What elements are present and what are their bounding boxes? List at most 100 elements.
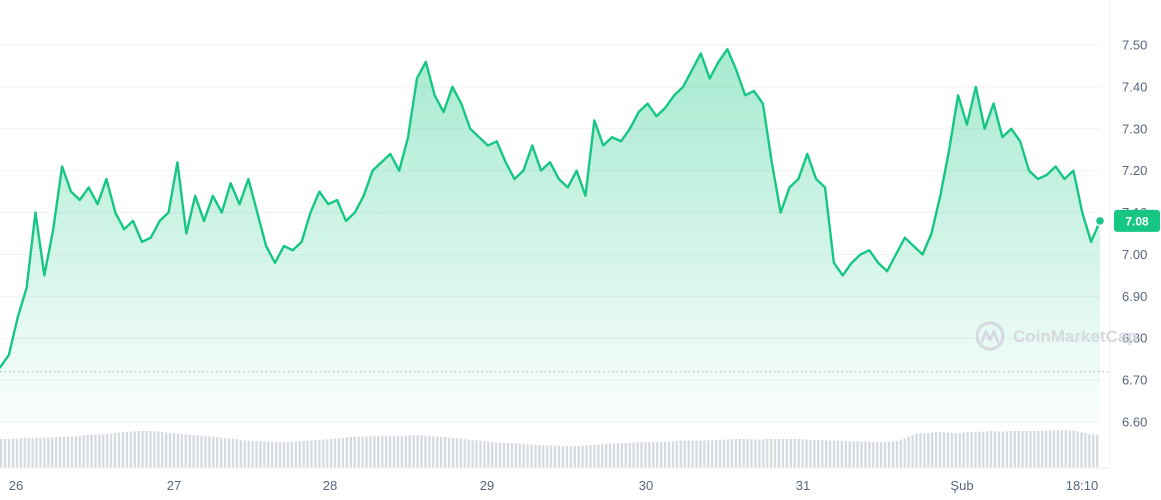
volume-bar	[935, 432, 938, 467]
x-tick-label: 30	[639, 478, 653, 493]
volume-bar	[1001, 431, 1005, 467]
volume-bar	[176, 433, 180, 467]
volume-bar	[942, 432, 946, 467]
volume-bar	[718, 439, 722, 467]
volume-bar	[47, 437, 50, 467]
volume-bar	[691, 440, 694, 467]
volume-bar	[797, 439, 800, 467]
current-price-badge	[1114, 209, 1160, 232]
volume-bar	[565, 446, 569, 467]
volume-bar	[990, 431, 993, 467]
y-tick-label: 6.60	[1122, 415, 1147, 430]
volume-bar	[962, 432, 965, 467]
x-axis: 26 27 28 29 30 31 Şub 18:10	[9, 478, 1099, 493]
volume-bar	[369, 436, 372, 467]
volume-bar	[479, 440, 482, 467]
volume-bar	[290, 441, 294, 467]
volume-bar	[919, 433, 922, 467]
volume-bar	[432, 436, 435, 467]
current-price-label: 7.08	[1114, 209, 1160, 232]
volume-bar	[585, 445, 588, 467]
volume-bar	[498, 442, 502, 467]
volume-bar	[605, 443, 608, 467]
volume-bar	[758, 439, 761, 467]
volume-bar	[341, 438, 345, 467]
volume-bar	[620, 443, 624, 467]
volume-bar	[746, 439, 749, 467]
volume-bar	[223, 438, 227, 467]
volume-bar	[538, 445, 541, 467]
volume-bar	[1021, 431, 1024, 467]
volume-bar	[687, 440, 690, 467]
volume-bar	[978, 431, 981, 467]
volume-bar	[726, 439, 730, 467]
volume-bar	[506, 443, 510, 467]
volume-bar	[310, 440, 313, 467]
volume-bar	[294, 441, 297, 467]
volume-bar	[809, 439, 812, 467]
volume-bar	[27, 438, 30, 467]
volume-bar	[640, 442, 643, 467]
volume-bar	[82, 435, 85, 467]
volume-bar	[817, 439, 820, 467]
volume-bar	[43, 437, 46, 467]
volume-bar	[616, 443, 620, 467]
volume-bar	[487, 441, 490, 467]
volume-bar	[204, 435, 207, 467]
volume-bar	[385, 435, 388, 467]
volume-bar	[671, 441, 675, 467]
volume-bar	[58, 436, 62, 467]
volume-bar	[149, 431, 152, 467]
x-tick-label: 27	[167, 478, 181, 493]
volume-bar	[1092, 434, 1095, 467]
volume-bar	[663, 441, 667, 467]
volume-bar	[1041, 431, 1044, 467]
volume-bar	[903, 438, 906, 467]
current-price-dot	[1094, 215, 1106, 227]
volume-bar	[986, 431, 989, 467]
volume-bar	[887, 441, 891, 467]
volume-bar	[227, 438, 231, 467]
volume-bar	[1056, 430, 1060, 467]
volume-bar	[1096, 435, 1099, 467]
volume-bar	[231, 438, 235, 467]
volume-bar	[172, 433, 176, 467]
volume-bar	[660, 442, 663, 467]
volume-bar	[844, 440, 847, 467]
volume-bar	[1060, 430, 1064, 467]
volume-bar	[679, 440, 682, 467]
x-tick-label: 31	[796, 478, 810, 493]
volume-bar	[495, 442, 498, 467]
volume-bar	[624, 443, 627, 467]
volume-bar	[345, 437, 349, 467]
volume-bar	[970, 431, 973, 467]
volume-bar	[70, 436, 74, 467]
volume-bar	[777, 439, 781, 467]
volume-bar	[271, 441, 274, 467]
volume-bar	[876, 442, 879, 467]
price-area-fill	[0, 49, 1100, 422]
volume-bar	[542, 445, 545, 467]
volume-bar	[813, 439, 816, 467]
volume-bar	[388, 435, 392, 467]
y-tick-label: 7.00	[1122, 247, 1147, 262]
volume-bar	[553, 445, 557, 467]
volume-bar	[318, 439, 321, 467]
volume-bar	[259, 441, 262, 467]
volume-bar	[443, 437, 447, 467]
volume-bar	[750, 439, 753, 467]
volume-bar	[510, 443, 514, 467]
volume-bar	[133, 431, 136, 467]
volume-bar	[860, 441, 863, 467]
x-tick-label: Şub	[950, 478, 973, 493]
volume-bar	[471, 440, 474, 467]
volume-bar	[106, 434, 109, 467]
volume-bar	[483, 441, 486, 467]
volume-bar	[931, 432, 934, 467]
volume-bar	[1072, 430, 1075, 467]
price-area	[0, 49, 1100, 422]
volume-bar	[51, 437, 54, 467]
volume-bar	[282, 442, 286, 467]
